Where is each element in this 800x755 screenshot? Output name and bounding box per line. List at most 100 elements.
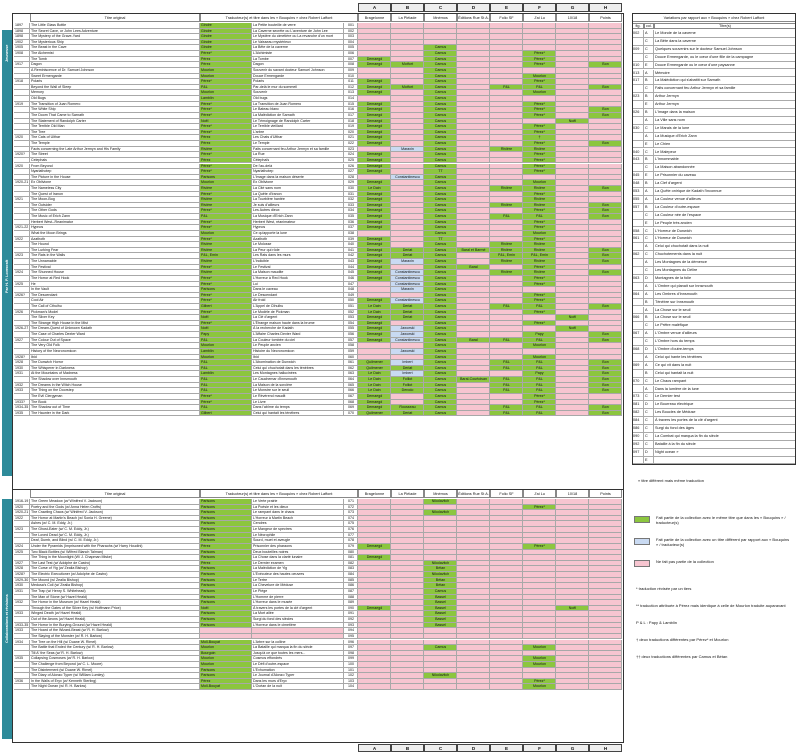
number-cell: 031 [344,191,358,198]
publication-cell: Quilmener [358,365,391,372]
publication-cell: Constantinescu [391,174,424,181]
publication-cell [523,499,556,505]
publication-cell [556,298,589,304]
original-title-cell: The Mound (w/ Zealia Bishop) [30,577,200,584]
publication-cell [457,242,490,248]
publication-cell [490,684,523,691]
french-title-cell: Le Terrible vieillard [252,124,344,130]
number-cell: 062 [344,365,358,372]
year-cell: 1930 [14,583,30,589]
variation-title: Les Montagnes de la démence [654,259,796,267]
year-cell: 1933 [14,388,30,394]
publication-cell: Camus [424,247,457,254]
french-title-cell: La Cité sans nom [252,185,344,192]
publication-cell [391,45,424,52]
variation-fig [632,456,644,465]
publication-cell: Deriat [391,309,424,316]
publication-cell [556,532,589,539]
publication-cell: Camus [424,230,457,237]
year-cell: 1902 [14,39,30,46]
publication-cell: Motfort [391,62,424,68]
publication-cell [457,600,490,606]
publication-cell [457,191,490,198]
publication-cell [457,566,490,573]
publication-cell [589,152,622,158]
original-title-cell: The Strange High House in the Mist [30,320,200,327]
original-title-cell: The Shadow over Innsmouth [30,377,200,383]
publication-cell [556,67,589,74]
year-cell [14,684,30,691]
year-cell [14,247,30,254]
french-title-cell: L'Image dans la maison déserte [252,174,344,181]
publication-cell: P&L [490,388,523,394]
original-title-cell: The Festival [30,264,200,271]
number-cell: 060 [344,354,358,361]
publication-cell: Camus [424,343,457,349]
translator-cell: Rivière [200,146,252,153]
year-cell: 1923 [14,527,30,533]
variation-title: La Chose sur le seuil [654,314,796,323]
french-title-cell: L'Horreur dans le musée [252,600,344,606]
french-title-cell: L'Horreur à Martin Beach [252,515,344,522]
publication-cell [556,202,589,209]
variation-fig: 062 [632,251,644,260]
publication-cell: Nikolavitch [424,510,457,516]
publication-cell: Camus [424,332,457,338]
publication-cell: Camus [424,163,457,170]
publication-cell [589,146,622,153]
translator-cell: Pérez* [200,101,252,108]
publication-cell: Deriat [391,315,424,321]
publication-cell [457,112,490,119]
publication-cell: Rivière [490,242,523,248]
publication-cell [457,253,490,260]
year-cell [14,129,30,136]
original-title-cell: Winged Death (w/ Hazel Heald) [30,611,200,617]
publication-cell: Maraxin [391,146,424,153]
year-cell: 1919 [14,101,30,108]
publication-cell [457,101,490,108]
publication-cell [424,521,457,528]
publication-cell: Pérez* [523,101,556,108]
publication-cell: Deriat [391,410,424,417]
translator-cell: Parisons [200,174,252,181]
variation-fig: 069 [632,361,644,370]
variation-col: B [644,93,654,102]
publication-cell: Bon [589,259,622,265]
original-title-cell: The Quest of Iranon [30,191,200,198]
variation-col: A [644,361,654,370]
publication-cell: Bon [589,304,622,310]
original-title-cell: The Green Meadow (w/ Winifred V. Jackson… [30,499,200,505]
publication-cell: Pérez* [523,112,556,119]
publication-cell [358,588,391,595]
publication-cell: Rivière [490,146,523,153]
french-title-cell: La Chose dans la clarté lunaire [252,555,344,561]
publication-cell: Pérez* [523,275,556,282]
year-cell: 1917 [14,62,30,68]
publication-cell [523,560,556,567]
publication-cell: Rivière [490,185,523,192]
publication-cell [424,555,457,561]
variation-title: L'Ombre venue d'ailleurs [654,330,796,339]
publication-cell [556,107,589,113]
publication-cell [391,118,424,125]
publication-cell [556,96,589,102]
publication-cell: P&L [523,365,556,372]
year-cell [14,521,30,528]
publication-cell [358,73,391,80]
year-cell [14,532,30,539]
french-title-cell: La Couleur tombée du ciel [252,337,344,344]
publication-cell [589,101,622,108]
original-title-cell: The Book [30,399,200,406]
publication-cell [391,208,424,215]
number-cell: 084 [344,572,358,578]
variation-title: Night ocean » [654,448,796,457]
publication-cell: Bétan [424,566,457,573]
original-title-cell: Polaris [30,79,200,85]
variation-title: Celui qui hantait la nuit [654,369,796,378]
year-cell: 1934-35 [14,405,30,411]
original-title-cell: In the Vault [30,287,200,293]
publication-cell [490,532,523,539]
publication-cell [589,124,622,130]
legend-note: * traduction révisée par un tiers [636,586,692,591]
number-cell: 010 [344,73,358,80]
